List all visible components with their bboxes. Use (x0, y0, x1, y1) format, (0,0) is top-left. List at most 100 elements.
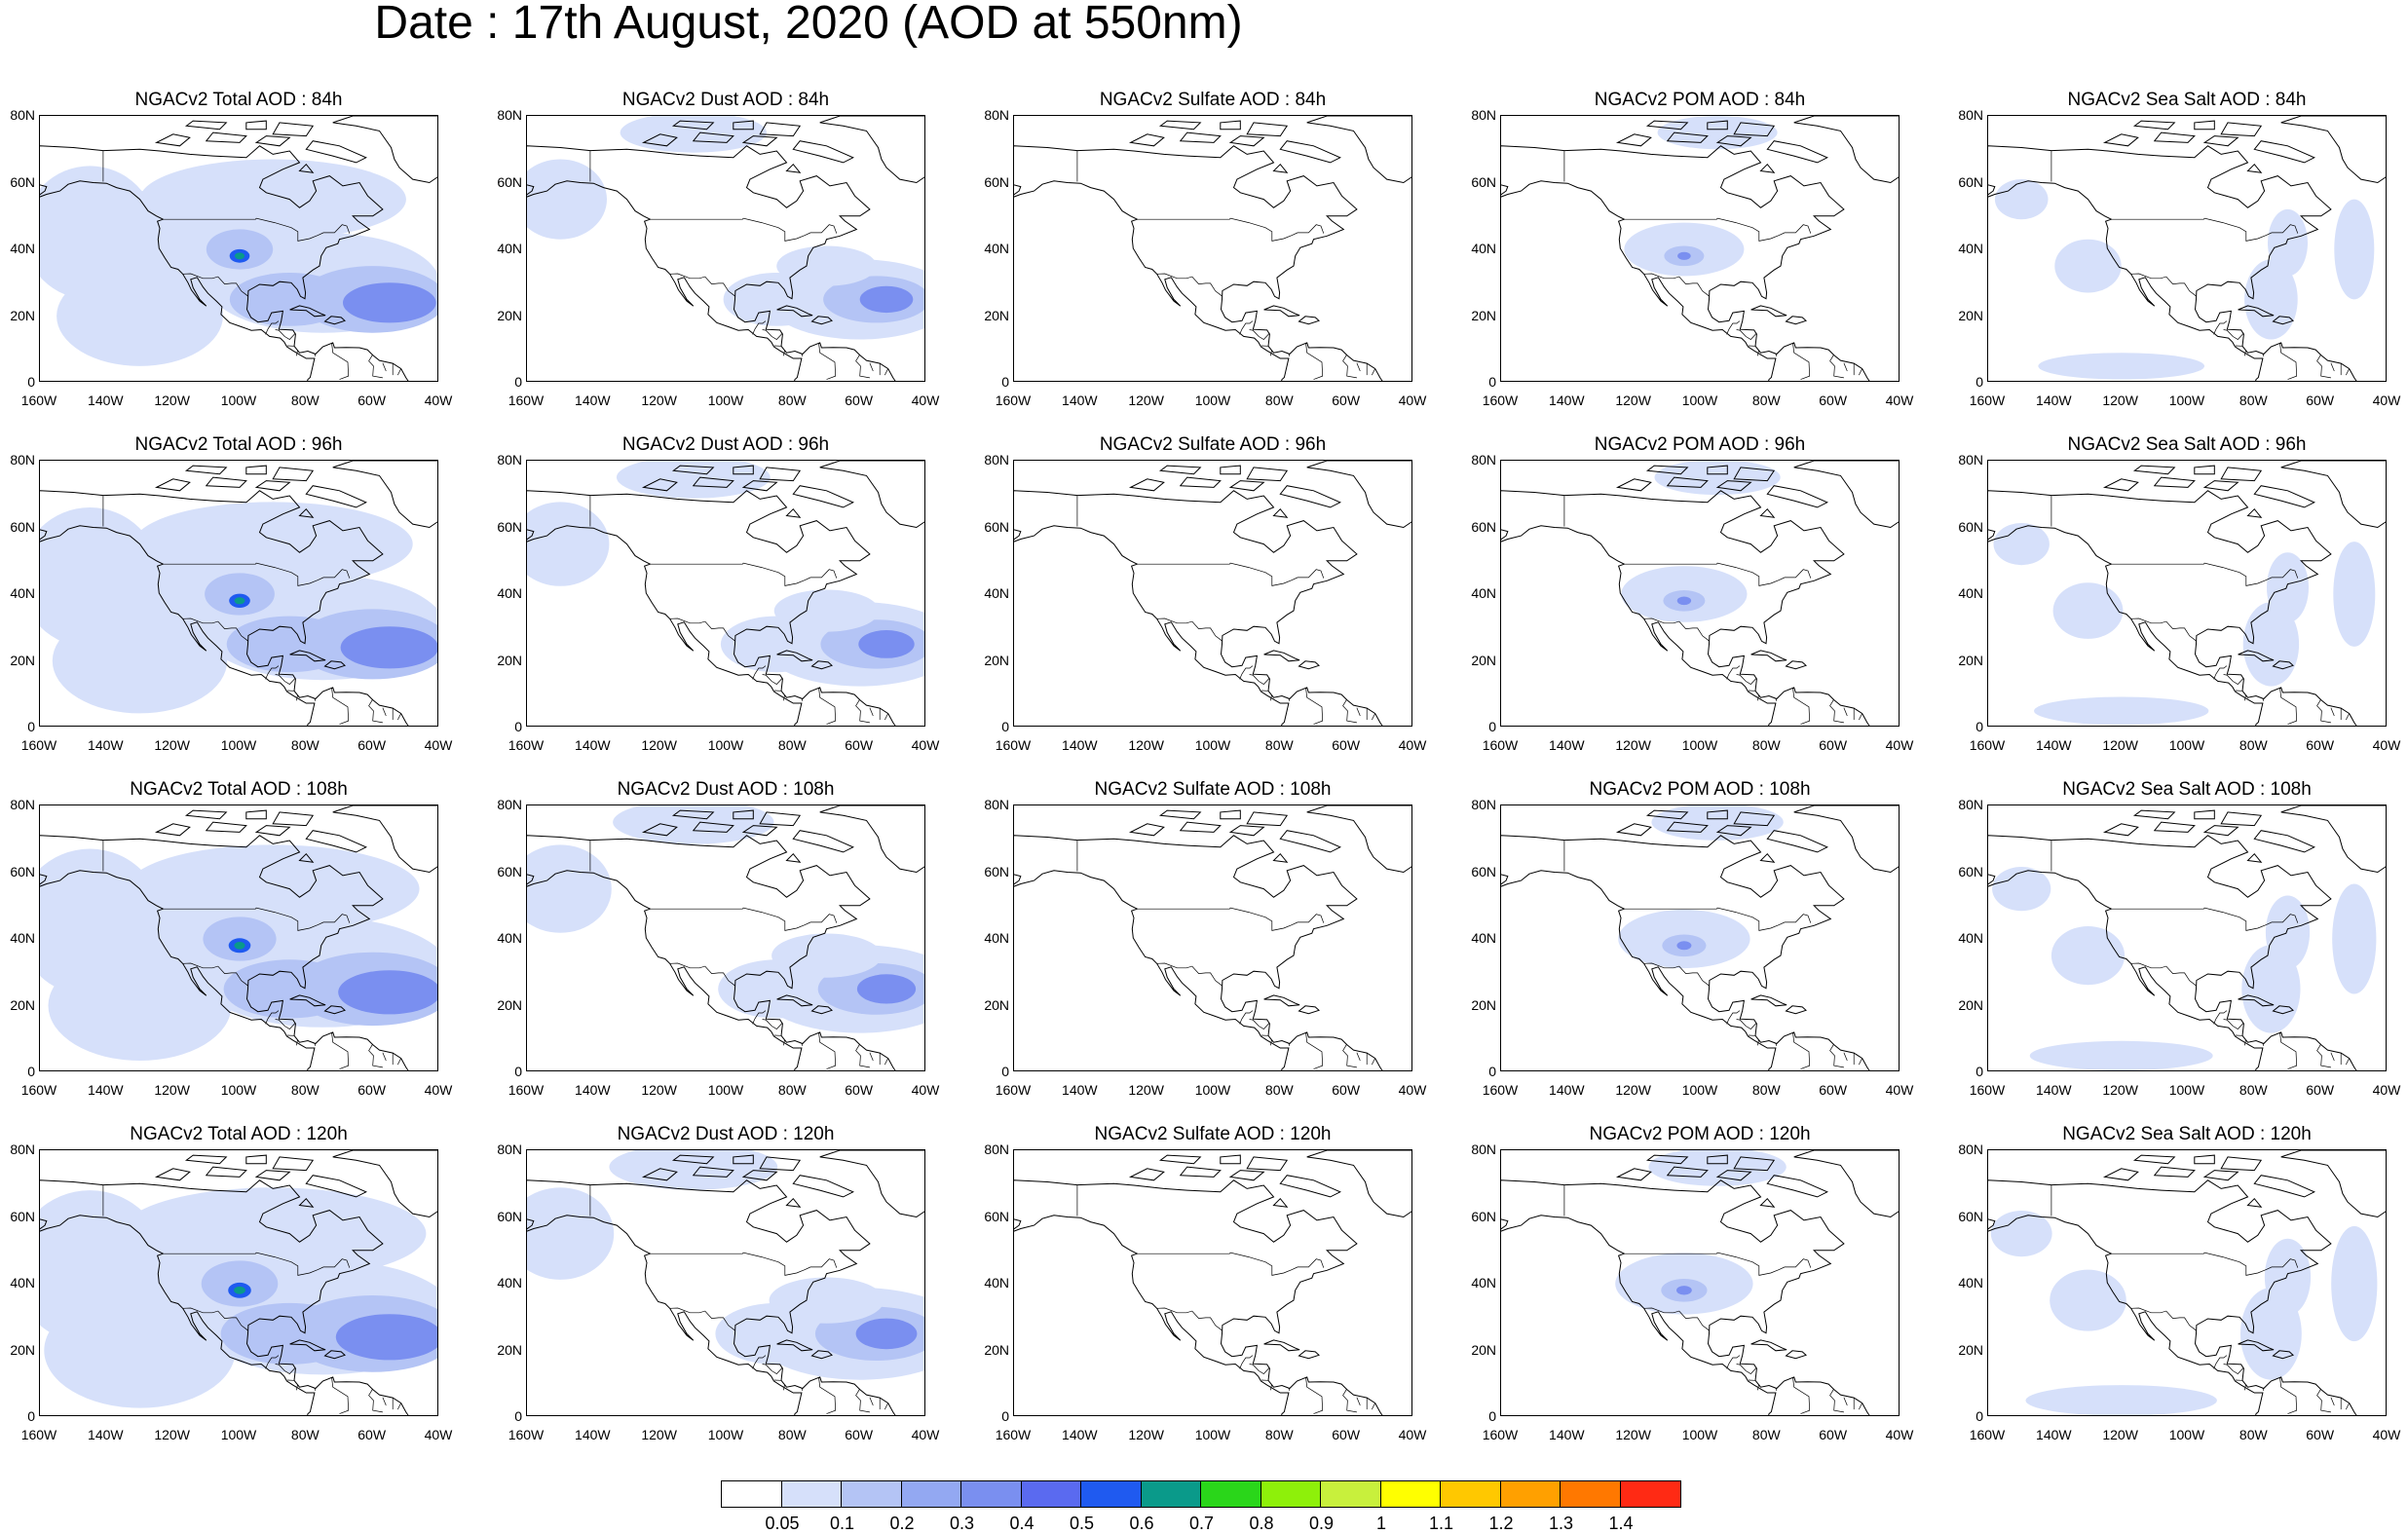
lon-tick-label: 100W (215, 1083, 262, 1097)
lon-tick-label: 140W (569, 1428, 616, 1441)
lat-tick-label: 20N (974, 998, 1009, 1012)
coastline-arctic-island (2134, 1155, 2174, 1164)
map-svg (1988, 805, 2387, 1071)
aod-shading (2331, 1226, 2377, 1341)
lon-tick-label: 40W (415, 393, 462, 407)
panel-title: NGACv2 Total AOD : 120h (39, 1124, 438, 1145)
country-border (1137, 218, 1323, 241)
lat-tick-label: 40N (0, 931, 35, 945)
lon-tick-label: 40W (1876, 393, 1923, 407)
colorbar-swatch (1142, 1481, 1202, 1507)
coastline-arctic-island (2248, 165, 2262, 173)
aod-shading (53, 609, 227, 714)
lat-tick-label: 80N (974, 108, 1009, 122)
colorbar-swatch (1261, 1481, 1322, 1507)
lon-tick-label: 80W (2230, 1083, 2276, 1097)
aod-shading (1992, 867, 2051, 911)
map-area (39, 804, 438, 1071)
country-border (1240, 1356, 1253, 1369)
map-svg (527, 805, 925, 1071)
coastline-greenland (1794, 461, 1900, 528)
coastline-arctic-island (2155, 1167, 2195, 1177)
lat-tick-label: 40N (974, 1276, 1009, 1290)
lat-tick-label: 0 (974, 1409, 1009, 1423)
colorbar-swatches (721, 1480, 1681, 1508)
country-border (296, 351, 297, 355)
lon-tick-label: 60W (836, 738, 883, 752)
lat-tick-label: 0 (1461, 1409, 1496, 1423)
lon-tick-label: 160W (1964, 393, 2011, 407)
coastline-arctic-island (2105, 479, 2138, 491)
lon-tick-label: 120W (1123, 1083, 1170, 1097)
country-border (2280, 689, 2297, 725)
coastline-arctic-island (1181, 477, 1221, 487)
coastline-arctic-island (1160, 810, 1200, 819)
coastline-arctic-island (1221, 810, 1241, 819)
lon-tick-label: 140W (569, 1083, 616, 1097)
coastline-hispaniola (1787, 317, 1807, 324)
map-area (1013, 1149, 1412, 1416)
lat-tick-label: 20N (0, 654, 35, 667)
lat-tick-label: 60N (1948, 175, 1983, 189)
country-border (1859, 1403, 1862, 1409)
panel-title: NGACv2 Sea Salt AOD : 96h (1987, 434, 2387, 456)
country-border (1727, 666, 1740, 680)
country-border (819, 1033, 836, 1069)
colorbar-swatch (961, 1481, 1022, 1507)
map-area (1500, 115, 1900, 382)
coastline-arctic-island (2254, 1176, 2314, 1197)
lon-tick-label: 60W (836, 1083, 883, 1097)
lon-tick-label: 120W (636, 1428, 683, 1441)
map-svg (1988, 116, 2387, 382)
lon-tick-label: 140W (82, 1083, 129, 1097)
coastline-arctic-island (2254, 486, 2314, 507)
map-area (1013, 804, 1412, 1071)
coastline-arctic-island (273, 812, 313, 826)
coastline-arctic-island (2221, 812, 2261, 826)
lon-tick-label: 40W (1389, 393, 1436, 407)
lon-tick-label: 100W (1676, 393, 1723, 407)
lat-tick-label: 80N (0, 453, 35, 467)
map-area (1500, 1149, 1900, 1416)
coastline-hispaniola (1299, 1351, 1320, 1359)
country-border (2244, 351, 2245, 355)
aod-shading (2266, 896, 2310, 969)
coastline-arctic-island (186, 810, 226, 819)
coastline-arctic-island (2221, 123, 2261, 136)
coastline-arctic-island (2204, 1171, 2238, 1180)
colorbar-swatch (782, 1481, 843, 1507)
country-border (1793, 1378, 1810, 1414)
coastline-arctic-island (2195, 1155, 2215, 1164)
country-border (1372, 369, 1374, 375)
coastline-arctic-island (246, 466, 266, 474)
lon-tick-label: 140W (2030, 393, 2077, 407)
coastline-arctic-island (1131, 134, 1164, 146)
map-svg (40, 805, 438, 1071)
coastline-cuba (1751, 1340, 1787, 1351)
lat-tick-label: 60N (0, 865, 35, 879)
country-border (1372, 1059, 1374, 1065)
lon-tick-label: 140W (1056, 738, 1103, 752)
coastline-arctic-island (157, 1169, 190, 1180)
coastline-arctic-island (273, 1157, 313, 1171)
lon-tick-label: 60W (349, 1428, 395, 1441)
country-border (2331, 708, 2334, 716)
country-border (870, 708, 873, 716)
lon-tick-label: 60W (836, 393, 883, 407)
aod-shading (1676, 941, 1691, 950)
coastline-greenland (820, 116, 925, 183)
country-border (296, 1385, 297, 1390)
lon-tick-label: 160W (16, 738, 62, 752)
aod-shading (56, 266, 223, 366)
coastline-north-america (1014, 146, 1383, 382)
lat-tick-label: 80N (1948, 108, 1983, 122)
panel-title: NGACv2 POM AOD : 108h (1500, 779, 1900, 801)
country-border (870, 363, 873, 371)
lon-tick-label: 40W (1876, 738, 1923, 752)
panel-title: NGACv2 Dust AOD : 108h (526, 779, 925, 801)
lon-tick-label: 160W (1477, 1083, 1524, 1097)
map-svg (40, 116, 438, 382)
